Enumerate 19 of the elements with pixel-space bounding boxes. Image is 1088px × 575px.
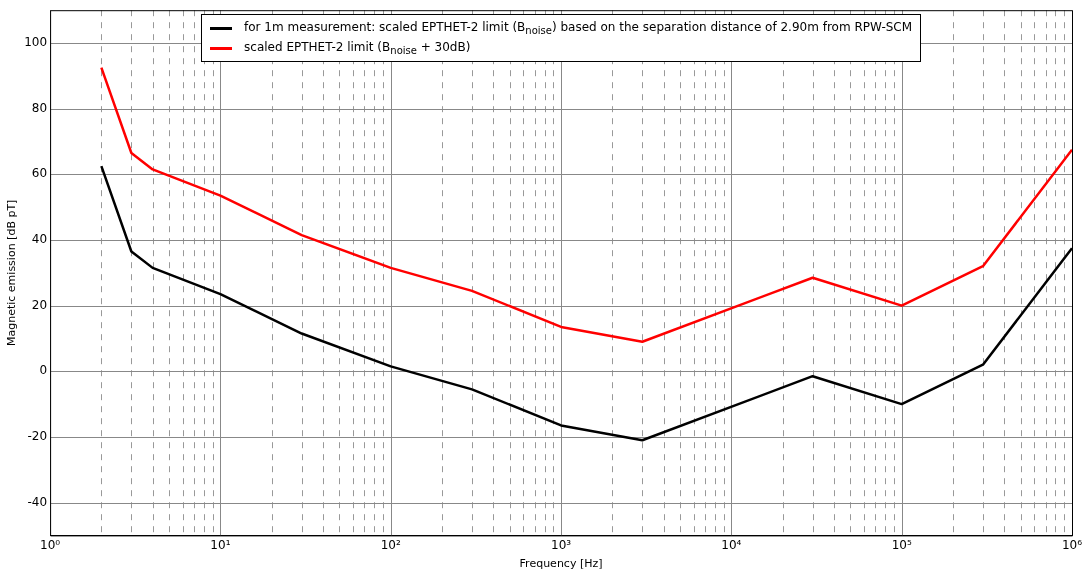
y-tick-label: -40 [27, 494, 48, 509]
x-tick-label: 10⁶ [1061, 537, 1083, 552]
y-tick-label: 100 [24, 35, 48, 50]
y-axis-title: Magnetic emission [dB pT] [5, 199, 19, 347]
legend-label: for 1m measurement: scaled EPTHET-2 limit (B$_{noise}$) based on the separation distance of 2.90m from RPW-SCM [244, 19, 913, 37]
y-tick-label: 60 [31, 166, 48, 181]
y-tick-label: 80 [31, 100, 48, 115]
x-tick-label: 10⁰ [40, 537, 61, 552]
x-tick-label: 10¹ [210, 537, 231, 552]
y-tick-label: -20 [27, 429, 48, 444]
y-tick-label: 40 [31, 232, 48, 247]
y-tick-label: 0 [39, 363, 48, 378]
x-tick-label: 10⁴ [721, 537, 742, 552]
y-tick-label: 20 [31, 297, 48, 312]
x-tick-label: 10² [380, 537, 401, 552]
x-tick-label: 10⁵ [891, 537, 912, 552]
legend-label: scaled EPTHET-2 limit (B$_{noise}$ + 30dB) [244, 39, 471, 57]
x-axis-title: Frequency [Hz] [519, 557, 603, 571]
x-tick-label: 10³ [551, 537, 572, 552]
